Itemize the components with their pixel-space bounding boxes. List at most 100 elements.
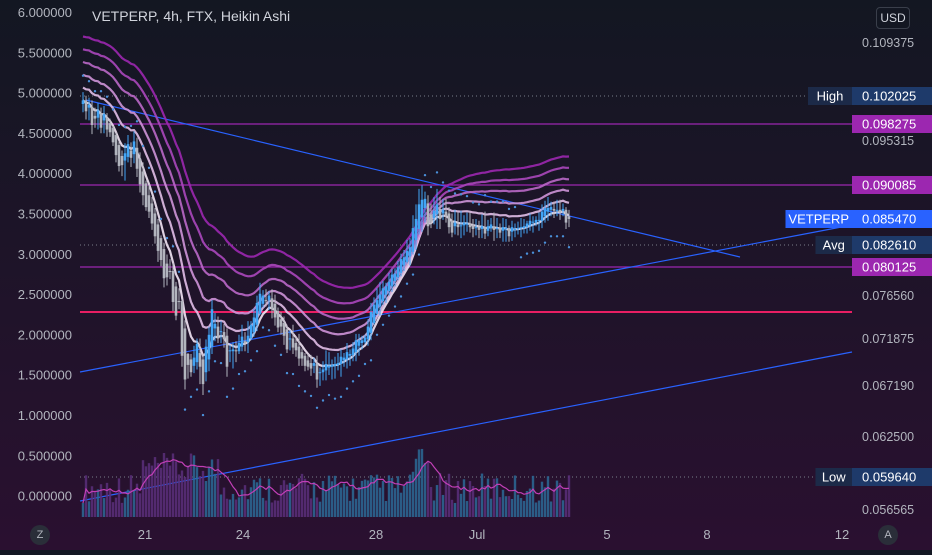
volume-bar: [387, 475, 391, 517]
sar-dot: [123, 125, 127, 129]
sar-dot: [447, 189, 451, 192]
candle-body: [363, 337, 367, 343]
candle-body: [378, 294, 382, 307]
candle-body: [345, 352, 349, 360]
volume-bar: [456, 481, 460, 517]
sar-dot: [537, 249, 541, 253]
volume-bar: [204, 481, 208, 517]
candle-body: [546, 208, 550, 212]
candle-body: [531, 221, 535, 223]
volume-bar: [156, 462, 160, 517]
candle-body: [540, 211, 544, 221]
candle-body: [156, 224, 160, 251]
right-axis-tick: 0.076560: [862, 289, 914, 303]
volume-bar: [396, 476, 400, 517]
volume-ma-line: [82, 459, 570, 504]
candle-body: [456, 224, 460, 228]
volume-bar: [252, 479, 256, 517]
volume-bar: [546, 476, 550, 517]
candle-body: [87, 104, 91, 108]
volume-bar: [492, 478, 496, 517]
volume-bar: [327, 475, 331, 517]
volume-bar: [549, 501, 553, 517]
candle-body: [228, 350, 232, 352]
right-axis-tick: 0.095315: [862, 134, 914, 148]
volume-bar: [93, 491, 97, 517]
volume-bar: [198, 476, 202, 517]
zoom-button[interactable]: Z: [30, 525, 50, 545]
right-axis-tick: 0.109375: [862, 36, 914, 50]
currency-button[interactable]: USD: [876, 7, 910, 29]
volume-bar: [450, 499, 454, 517]
candle-body: [435, 204, 439, 215]
volume-bar: [216, 459, 220, 517]
candle-body: [339, 356, 343, 364]
candle-body: [240, 336, 244, 347]
volume-bar: [444, 480, 448, 517]
volume-bar: [258, 478, 262, 517]
candle-body: [126, 144, 130, 157]
candle-body: [504, 228, 508, 230]
sar-dot: [345, 387, 349, 390]
volume-bar: [171, 453, 175, 517]
candle-body: [414, 218, 418, 240]
candle-body: [369, 312, 373, 333]
sar-dot: [267, 329, 271, 332]
candle-body: [195, 343, 199, 363]
sar-dot: [489, 200, 493, 203]
volume-bar: [162, 453, 166, 517]
candle-body: [567, 216, 571, 219]
volume-bar: [174, 461, 178, 517]
volume-bar: [81, 503, 85, 517]
volume-bar: [414, 458, 418, 517]
candle-body: [480, 226, 484, 229]
candle-body: [486, 226, 490, 231]
volume-bar: [288, 482, 292, 517]
sar-dot: [429, 185, 433, 189]
sar-dot: [369, 359, 373, 362]
x-axis-tick: Jul: [469, 527, 486, 542]
candle-body: [288, 338, 292, 340]
candle-body: [303, 355, 307, 366]
volume-bar: [495, 478, 499, 517]
moving-average-ribbon: [82, 35, 570, 290]
volume-bar: [525, 491, 529, 517]
candle-body: [105, 117, 109, 130]
candle-body: [141, 171, 145, 196]
sar-dot: [309, 394, 313, 398]
volume-bar: [567, 475, 571, 517]
candle-body: [447, 213, 451, 228]
candle-body: [276, 311, 280, 328]
candle-body: [207, 334, 211, 360]
volume-bar: [345, 486, 349, 517]
candle-body: [417, 204, 421, 229]
moving-average-ribbon: [82, 60, 570, 320]
sar-dot: [297, 384, 301, 388]
candle-body: [312, 363, 316, 366]
candle-body: [162, 249, 166, 279]
candle-body: [132, 141, 136, 155]
volume-bar: [411, 471, 415, 517]
sar-dot: [453, 192, 457, 195]
candle-body: [129, 150, 133, 158]
candle-body: [150, 203, 154, 224]
candle-body: [525, 223, 529, 228]
candle-body: [477, 227, 481, 230]
volume-bar: [213, 473, 217, 517]
candle-body: [438, 208, 442, 219]
sar-dot: [81, 74, 85, 77]
candle-body: [225, 335, 229, 367]
candle-body: [537, 219, 541, 221]
candle-body: [375, 300, 379, 314]
volume-bar: [150, 465, 154, 517]
volume-bar: [381, 480, 385, 517]
price-label-text: High: [817, 89, 844, 104]
candle-body: [333, 364, 337, 366]
price-label-tag: [785, 210, 852, 228]
auto-scale-button[interactable]: A: [878, 525, 898, 545]
candle-body: [342, 357, 346, 361]
candle-body: [123, 153, 127, 161]
candle-body: [372, 304, 376, 323]
